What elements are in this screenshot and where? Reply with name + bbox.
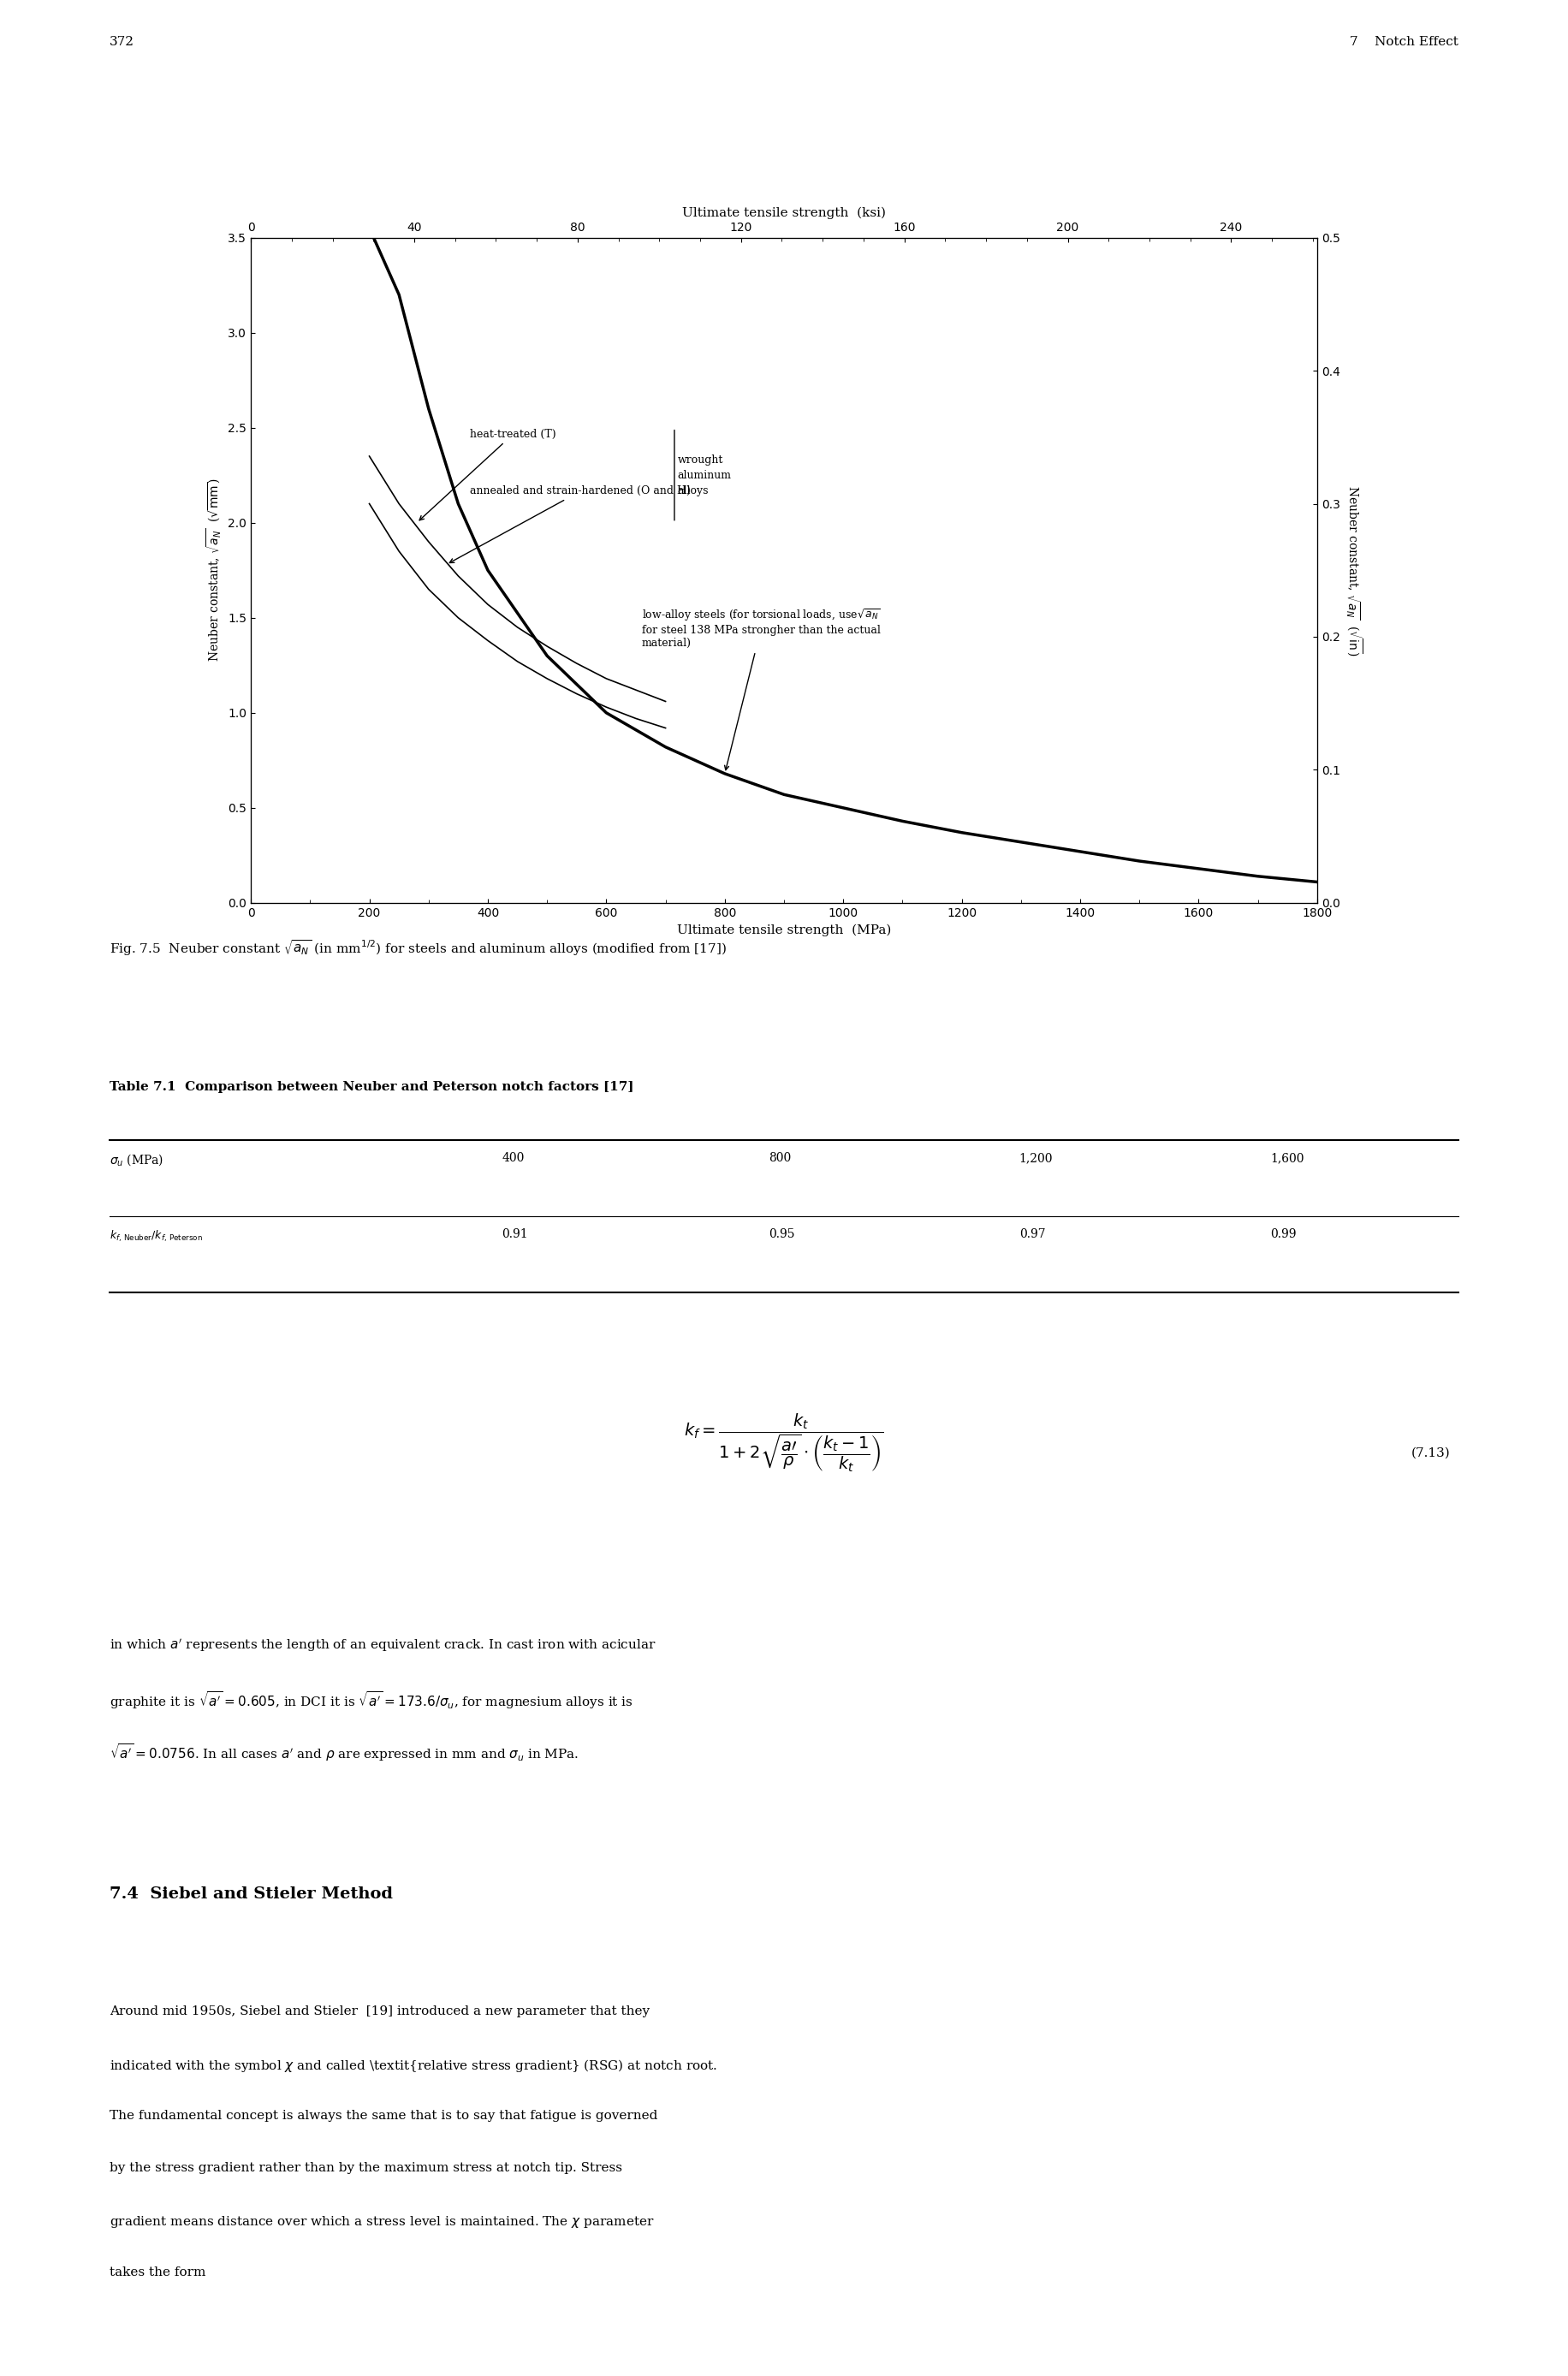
Text: 1,600: 1,600 — [1270, 1152, 1305, 1164]
Text: graphite it is $\sqrt{a'} = 0.605$, in DCI it is $\sqrt{a'} = 173.6/\sigma_u$, f: graphite it is $\sqrt{a'} = 0.605$, in D… — [110, 1689, 633, 1711]
Text: low-alloy steels (for torsional loads, use$\sqrt{a_N}$
for steel 138 MPa strongh: low-alloy steels (for torsional loads, u… — [641, 608, 881, 770]
Text: $k_f = \dfrac{k_t}{1 + 2\sqrt{\dfrac{a\prime}{\rho}} \cdot \left(\dfrac{k_t - 1}: $k_f = \dfrac{k_t}{1 + 2\sqrt{\dfrac{a\p… — [684, 1411, 884, 1473]
Text: $k_{f,\,\mathrm{Neuber}}/k_{f,\,\mathrm{Peterson}}$: $k_{f,\,\mathrm{Neuber}}/k_{f,\,\mathrm{… — [110, 1228, 202, 1243]
Text: $\sqrt{a'} = 0.0756$. In all cases $a'$ and $\rho$ are expressed in mm and $\sig: $\sqrt{a'} = 0.0756$. In all cases $a'$ … — [110, 1742, 579, 1763]
Text: 372: 372 — [110, 36, 135, 48]
Text: by the stress gradient rather than by the maximum stress at notch tip. Stress: by the stress gradient rather than by th… — [110, 2162, 622, 2174]
Text: 400: 400 — [502, 1152, 524, 1164]
Text: Around mid 1950s, Siebel and Stieler  [19] introduced a new parameter that they: Around mid 1950s, Siebel and Stieler [19… — [110, 2005, 651, 2017]
Text: heat-treated (T): heat-treated (T) — [420, 428, 557, 520]
Text: takes the form: takes the form — [110, 2267, 205, 2279]
Y-axis label: Neuber constant, $\sqrt{a_N}$  ($\sqrt{\mathrm{mm}}$): Neuber constant, $\sqrt{a_N}$ ($\sqrt{\m… — [205, 478, 223, 663]
Text: 0.95: 0.95 — [768, 1228, 795, 1240]
Text: wrought
aluminum
alloys: wrought aluminum alloys — [677, 454, 731, 497]
Text: 7.4  Siebel and Stieler Method: 7.4 Siebel and Stieler Method — [110, 1887, 394, 1901]
Text: 800: 800 — [768, 1152, 790, 1164]
Text: 1,200: 1,200 — [1019, 1152, 1054, 1164]
Y-axis label: Neuber constant, $\sqrt{a_N}$  ($\sqrt{\mathrm{in}}$): Neuber constant, $\sqrt{a_N}$ ($\sqrt{\m… — [1344, 485, 1364, 656]
Text: in which $a'$ represents the length of an equivalent crack. In cast iron with ac: in which $a'$ represents the length of a… — [110, 1637, 657, 1654]
Text: 0.97: 0.97 — [1019, 1228, 1046, 1240]
Text: Table 7.1  Comparison between Neuber and Peterson notch factors [17]: Table 7.1 Comparison between Neuber and … — [110, 1081, 633, 1093]
Text: $\sigma_u$ (MPa): $\sigma_u$ (MPa) — [110, 1152, 165, 1167]
X-axis label: Ultimate tensile strength  (ksi): Ultimate tensile strength (ksi) — [682, 207, 886, 219]
Text: Fig. 7.5  Neuber constant $\sqrt{a_N}$ (in mm$^{1/2}$) for steels and aluminum a: Fig. 7.5 Neuber constant $\sqrt{a_N}$ (i… — [110, 939, 726, 958]
Text: 0.91: 0.91 — [502, 1228, 528, 1240]
Text: indicated with the symbol $\chi$ and called \textit{relative stress gradient} (R: indicated with the symbol $\chi$ and cal… — [110, 2058, 718, 2074]
Text: 7    Notch Effect: 7 Notch Effect — [1350, 36, 1458, 48]
Text: 0.99: 0.99 — [1270, 1228, 1297, 1240]
Text: gradient means distance over which a stress level is maintained. The $\chi$ para: gradient means distance over which a str… — [110, 2214, 655, 2229]
X-axis label: Ultimate tensile strength  (MPa): Ultimate tensile strength (MPa) — [677, 924, 891, 936]
Text: The fundamental concept is always the same that is to say that fatigue is govern: The fundamental concept is always the sa… — [110, 2110, 659, 2122]
Text: annealed and strain-hardened (O and H): annealed and strain-hardened (O and H) — [450, 485, 691, 563]
Text: (7.13): (7.13) — [1411, 1447, 1450, 1459]
